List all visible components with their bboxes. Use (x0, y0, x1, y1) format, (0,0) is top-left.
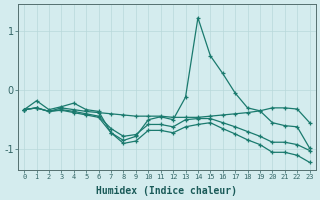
X-axis label: Humidex (Indice chaleur): Humidex (Indice chaleur) (96, 186, 237, 196)
